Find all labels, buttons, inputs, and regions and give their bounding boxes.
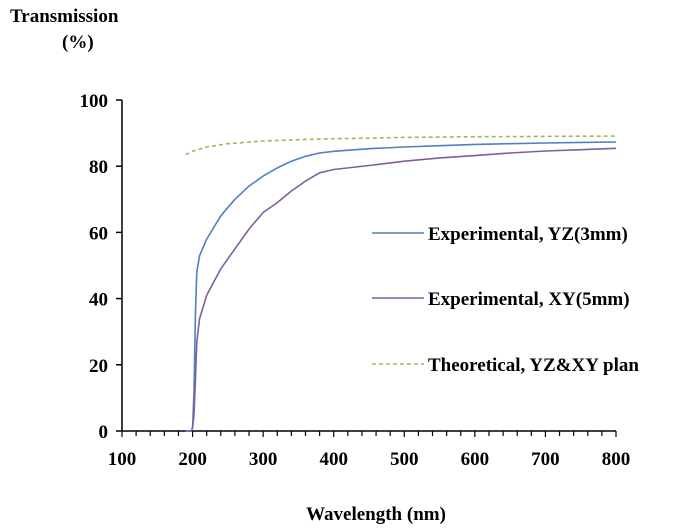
y-tick-label: 80: [89, 157, 108, 178]
x-tick-label: 200: [178, 449, 207, 470]
x-tick-label: 500: [390, 449, 419, 470]
legend-label-2: Experimental, XY(5mm): [428, 289, 630, 310]
x-tick-label: 100: [108, 449, 137, 470]
y-tick-label: 20: [89, 356, 108, 377]
x-tick-label: 800: [602, 449, 631, 470]
x-axis-title: Wavelength (nm): [306, 504, 446, 525]
legend-label-3: Theoretical, YZ&XY plan: [428, 355, 639, 376]
legend: Experimental, YZ(3mm) Experimental, XY(5m…: [372, 224, 639, 376]
y-axis-title-line2: (%): [62, 32, 94, 53]
legend-label-1: Experimental, YZ(3mm): [428, 224, 628, 245]
x-tick-label: 700: [531, 449, 560, 470]
x-tick-label: 300: [249, 449, 278, 470]
y-axis-title-line1: Transmission: [10, 6, 119, 27]
series-line-1: [185, 141, 617, 432]
plot-area: 0 20 40 60 80 100 100 200 300 400 500 600 700 800: [80, 91, 631, 470]
x-tick-label: 400: [319, 449, 348, 470]
y-tick-label: 40: [89, 290, 108, 311]
y-tick-label: 100: [80, 91, 109, 112]
y-tick-label: 60: [89, 223, 108, 244]
x-tick-label: 600: [461, 449, 490, 470]
y-tick-label: 0: [99, 422, 109, 443]
series-line-2: [189, 147, 617, 432]
series-line-3: [185, 135, 617, 156]
